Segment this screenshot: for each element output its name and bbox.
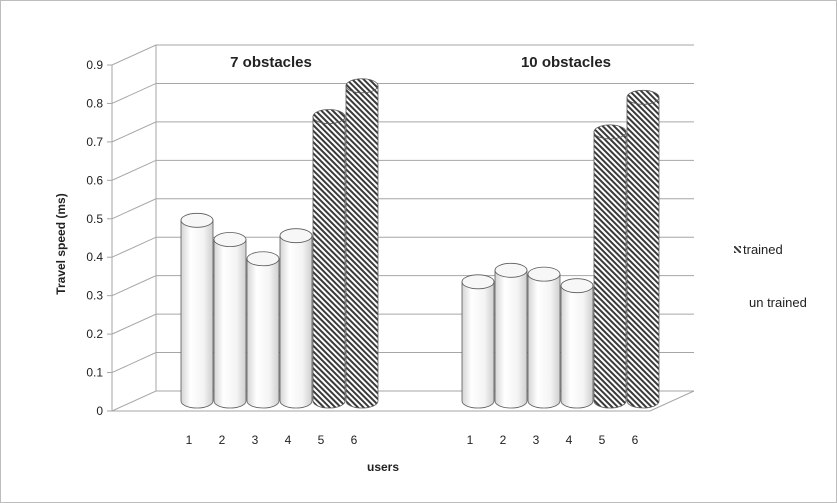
x-tick-labels: 1 2 3 4 5 6 1 2 3 4 5 6 <box>186 433 639 447</box>
x-tick-label: 4 <box>566 433 573 447</box>
group-titles: 7 obstacles 10 obstacles <box>230 54 611 71</box>
legend-item-untrained: un trained <box>738 295 807 310</box>
x-tick-label: 1 <box>186 433 193 447</box>
bar-body <box>180 219 214 409</box>
y-tick-label: 0.2 <box>86 327 103 341</box>
bar-body <box>312 116 346 409</box>
bar-body <box>213 239 247 409</box>
x-tick-label: 1 <box>467 433 474 447</box>
x-tick-label: 5 <box>599 433 606 447</box>
gridlines <box>107 44 694 412</box>
bar-body <box>345 85 379 409</box>
bar-body <box>246 258 280 409</box>
group-title: 10 obstacles <box>521 54 611 71</box>
gridline <box>111 82 694 104</box>
gridline <box>111 236 694 258</box>
x-tick-label: 5 <box>318 433 325 447</box>
bar-top <box>279 228 313 244</box>
gridline <box>111 159 694 181</box>
y-tick-label: 0.5 <box>86 212 103 226</box>
x-tick-label: 2 <box>219 433 226 447</box>
bar-top <box>246 251 280 267</box>
y-tick-label: 0.3 <box>86 289 103 303</box>
y-tick-label: 0.8 <box>86 96 103 110</box>
bar-top <box>213 232 247 247</box>
gridline <box>111 121 694 143</box>
bar-top <box>593 124 627 140</box>
y-axis-label: Travel speed (ms) <box>54 193 68 294</box>
bar-body <box>560 285 594 409</box>
bar-untrained <box>180 212 214 409</box>
x-tick-label: 3 <box>533 433 540 447</box>
bar-trained <box>312 109 346 409</box>
y-tick-labels: 0 0.1 0.2 0.3 0.4 0.5 0.6 0.7 0.8 0.9 <box>86 58 103 418</box>
group-title: 7 obstacles <box>230 54 312 71</box>
legend-item-trained: trained <box>734 242 783 257</box>
bar-untrained <box>279 228 313 409</box>
legend-label-trained: trained <box>743 242 783 257</box>
legend-label-untrained: un trained <box>749 295 807 310</box>
bar-body <box>527 273 561 409</box>
bar-top <box>527 266 561 282</box>
x-tick-label: 2 <box>500 433 507 447</box>
bar-body <box>279 235 313 409</box>
bar-body <box>494 269 528 409</box>
legend-swatch-untrained <box>738 298 745 305</box>
y-tick-label: 0.1 <box>86 366 103 380</box>
bar-trained <box>345 78 379 409</box>
bar-top <box>626 89 660 105</box>
y-tick-label: 0.6 <box>86 173 103 187</box>
bar-untrained <box>494 262 528 409</box>
bar-top <box>180 212 214 228</box>
bar-top <box>312 109 346 124</box>
x-tick-label: 6 <box>351 433 358 447</box>
gridline <box>111 44 694 66</box>
bar-body <box>593 131 627 409</box>
legend-swatch-trained <box>734 246 741 253</box>
bar-untrained <box>560 278 594 409</box>
legend: trained un trained <box>734 242 807 310</box>
gridline <box>111 198 694 220</box>
bar-trained <box>626 89 660 409</box>
bar-untrained <box>246 251 280 409</box>
x-tick-label: 6 <box>632 433 639 447</box>
bar-trained <box>593 124 627 409</box>
y-tick-label: 0.9 <box>86 58 103 72</box>
x-tick-label: 4 <box>285 433 292 447</box>
bar-top <box>560 278 594 294</box>
x-tick-label: 3 <box>252 433 259 447</box>
bar-body <box>626 96 660 409</box>
bar-untrained <box>213 232 247 409</box>
bar-top <box>345 78 379 94</box>
bar-untrained <box>527 266 561 409</box>
y-tick-label: 0.7 <box>86 135 103 149</box>
bar-top <box>494 262 528 278</box>
bar-top <box>461 274 495 290</box>
bar-series <box>180 78 660 409</box>
chart-walls <box>111 45 695 412</box>
bar-body <box>461 281 495 409</box>
bar-untrained <box>461 274 495 409</box>
y-tick-label: 0.4 <box>86 250 103 264</box>
x-axis-label: users <box>367 460 399 474</box>
floor-edge <box>112 390 695 412</box>
y-tick-label: 0 <box>96 404 103 418</box>
